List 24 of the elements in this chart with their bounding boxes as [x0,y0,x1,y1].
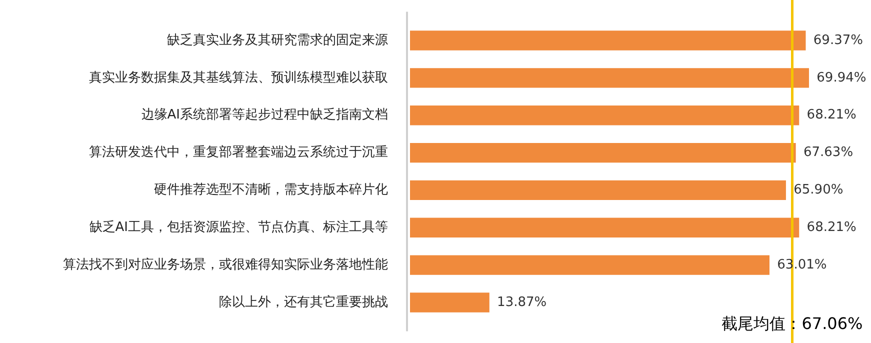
y-tick-label: 算法研发迭代中，重复部署整套端边云系统过于沉重 [89,145,388,160]
ref-line-label: 截尾均值：67.06% [722,314,863,334]
data-label: 65.90% [794,182,844,198]
data-label: 69.94% [816,70,866,86]
y-tick-label: 边缘AI系统部署等起步过程中缺乏指南文档 [141,108,388,123]
y-tick-label: 缺乏真实业务及其研究需求的固定来源 [167,32,388,48]
y-tick-label: 除以上外，还有其它重要挑战 [219,294,388,310]
data-label: 68.21% [806,220,856,236]
bar [410,218,800,238]
data-label: 67.63% [803,145,854,160]
bar [410,106,800,126]
data-label: 69.37% [813,32,863,48]
bar [410,255,770,275]
bar [410,180,786,200]
bar [410,292,490,312]
y-tick-label: 硬件推荐选型不清晰，需支持版本碎片化 [154,182,388,198]
data-label: 13.87% [497,294,547,310]
bar [410,30,806,50]
y-tick-label: 算法找不到对应业务场景，或很难得知实际业务落地性能 [63,256,388,272]
bar [410,142,796,163]
y-tick-label: 缺乏AI工具，包括资源监控、节点仿真、标注工具等 [89,220,388,236]
y-tick-label: 真实业务数据集及其基线算法、预训练模型难以获取 [89,70,388,86]
bar [410,68,809,88]
data-label: 68.21% [806,108,856,123]
